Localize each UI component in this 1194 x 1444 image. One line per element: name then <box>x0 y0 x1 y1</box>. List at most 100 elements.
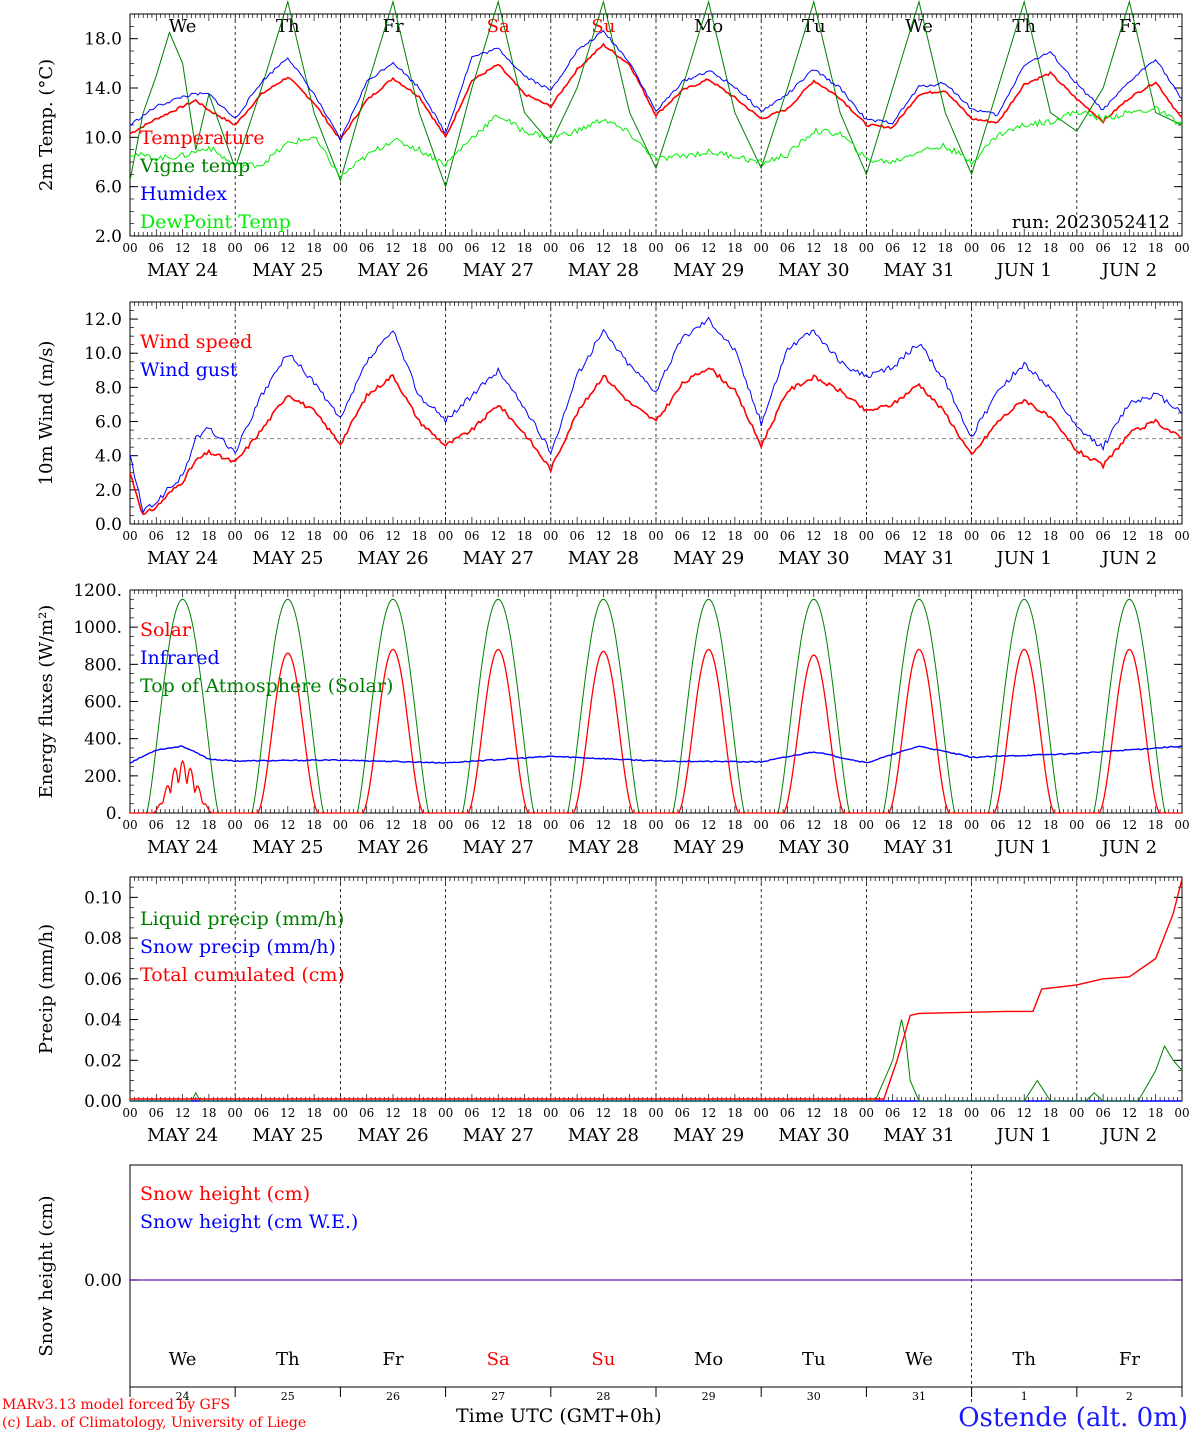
hour-tick-label: 12 <box>701 818 716 832</box>
hour-tick-label: 00 <box>859 1106 874 1120</box>
hour-tick-label: 06 <box>885 1106 900 1120</box>
hour-tick-label: 06 <box>675 529 690 543</box>
hour-tick-label: 00 <box>648 529 663 543</box>
hour-tick-label: 00 <box>333 241 348 255</box>
hour-tick-label: 00 <box>543 818 558 832</box>
hour-tick-label: 12 <box>280 818 295 832</box>
hour-tick-label: 00 <box>1174 529 1189 543</box>
hour-tick-label: 18 <box>412 1106 427 1120</box>
hour-tick-label: 06 <box>464 241 479 255</box>
hour-tick-label: 18 <box>832 529 847 543</box>
legend-entry: Humidex <box>140 183 227 205</box>
hour-tick-label: 00 <box>543 241 558 255</box>
hour-tick-label: 06 <box>569 529 584 543</box>
date-label: MAY 28 <box>568 548 639 569</box>
hour-tick-label: 00 <box>754 818 769 832</box>
hour-tick-label: 18 <box>1043 529 1058 543</box>
weekday-label: We <box>169 16 197 37</box>
y-tick-label: 0.10 <box>84 888 122 908</box>
day-number-label: 27 <box>491 1390 505 1403</box>
series-line-wind-speed <box>129 367 1183 516</box>
hour-tick-label: 12 <box>911 818 926 832</box>
hour-tick-label: 00 <box>964 241 979 255</box>
date-label: JUN 2 <box>1100 260 1157 281</box>
weekday-label: Fr <box>382 1349 403 1370</box>
hour-tick-label: 00 <box>1069 241 1084 255</box>
hour-tick-label: 06 <box>149 241 164 255</box>
day-number-label: 24 <box>176 1390 190 1403</box>
series-line-total-cumulated <box>130 878 1183 1100</box>
y-tick-label: 10.0 <box>84 344 122 364</box>
hour-tick-label: 12 <box>1122 529 1137 543</box>
date-label: MAY 31 <box>883 1125 954 1146</box>
date-label: MAY 26 <box>357 1125 428 1146</box>
weekday-label: Th <box>1012 16 1036 37</box>
hour-tick-label: 18 <box>938 529 953 543</box>
date-label: MAY 28 <box>568 1125 639 1146</box>
hour-tick-label: 00 <box>754 241 769 255</box>
energy-panel: 0. 200. 400. 600. 800. 1000. 1200. Energy fluxe… <box>36 581 1190 858</box>
hour-tick-label: 06 <box>569 818 584 832</box>
hour-tick-label: 06 <box>780 818 795 832</box>
date-label: MAY 31 <box>883 837 954 858</box>
hour-tick-label: 00 <box>228 1106 243 1120</box>
y-tick-label: 4.0 <box>95 447 122 467</box>
hour-tick-label: 12 <box>491 241 506 255</box>
day-number-label: 26 <box>386 1390 400 1403</box>
hour-tick-label: 06 <box>359 818 374 832</box>
date-label: JUN 2 <box>1100 548 1157 569</box>
date-label: MAY 24 <box>147 1125 218 1146</box>
legend-entry: Top of Atmosphere (Solar) <box>140 675 393 697</box>
hour-tick-label: 12 <box>1122 241 1137 255</box>
y-tick-label: 0.06 <box>84 970 122 990</box>
hour-tick-label: 12 <box>911 1106 926 1120</box>
hour-tick-label: 06 <box>1095 1106 1110 1120</box>
date-label: MAY 27 <box>463 1125 534 1146</box>
date-label: MAY 30 <box>778 1125 849 1146</box>
weekday-label: Th <box>276 1349 300 1370</box>
hour-tick-label: 06 <box>1095 818 1110 832</box>
hour-tick-label: 18 <box>201 1106 216 1120</box>
day-number-label: 28 <box>596 1390 610 1403</box>
hour-tick-label: 12 <box>596 818 611 832</box>
hour-tick-label: 12 <box>911 529 926 543</box>
hour-tick-label: 12 <box>175 818 190 832</box>
y-tick-label: 200. <box>84 767 122 787</box>
hour-tick-label: 00 <box>333 818 348 832</box>
hour-tick-label: 18 <box>201 529 216 543</box>
hour-tick-label: 12 <box>806 818 821 832</box>
weekday-label: Sa <box>487 1349 510 1370</box>
date-label: MAY 25 <box>252 548 323 569</box>
hour-tick-label: 06 <box>675 818 690 832</box>
hour-tick-label: 06 <box>254 241 269 255</box>
hour-tick-label: 00 <box>648 241 663 255</box>
hour-tick-label: 06 <box>464 818 479 832</box>
hour-tick-label: 06 <box>254 1106 269 1120</box>
hour-tick-label: 00 <box>333 529 348 543</box>
series-line-vigne-temp <box>129 0 1183 189</box>
y-axis-label: Energy fluxes (W/m²) <box>36 605 57 799</box>
hour-tick-label: 06 <box>1095 241 1110 255</box>
series-line-infrared <box>129 745 1183 764</box>
hour-tick-label: 18 <box>517 529 532 543</box>
hour-tick-label: 06 <box>359 1106 374 1120</box>
date-label: JUN 2 <box>1100 837 1157 858</box>
series-line-humidex <box>129 29 1183 142</box>
date-label: MAY 25 <box>252 837 323 858</box>
date-label: MAY 29 <box>673 548 744 569</box>
hour-tick-label: 12 <box>806 529 821 543</box>
y-tick-label: 14.0 <box>84 79 122 99</box>
y-axis-label: Snow height (cm) <box>36 1195 57 1356</box>
hour-tick-label: 00 <box>1174 818 1189 832</box>
hour-tick-label: 12 <box>385 529 400 543</box>
hour-tick-label: 00 <box>964 1106 979 1120</box>
hour-tick-label: 06 <box>885 241 900 255</box>
hour-tick-label: 00 <box>859 241 874 255</box>
date-label: MAY 26 <box>357 260 428 281</box>
x-axis-title: Time UTC (GMT+0h) <box>456 1405 662 1427</box>
hour-tick-label: 00 <box>1174 1106 1189 1120</box>
legend-entry: Snow height (cm) <box>140 1183 310 1205</box>
hour-tick-label: 18 <box>727 529 742 543</box>
hour-tick-label: 18 <box>938 241 953 255</box>
temperature-panel: 2.0 6.0 10.0 14.0 18.0 2m Temp. (°C) 00 06 12 18 M… <box>36 0 1190 281</box>
